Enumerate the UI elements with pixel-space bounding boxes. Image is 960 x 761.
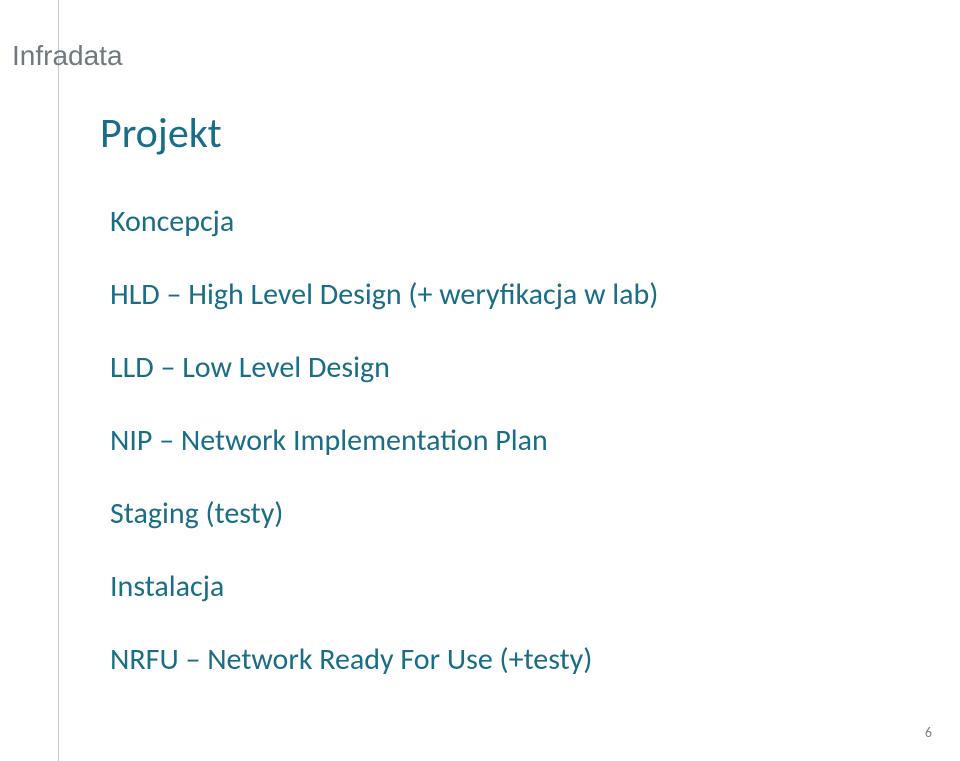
list-item: Instalacja	[110, 568, 900, 605]
slide-title: Projekt	[100, 108, 900, 159]
list-item: Koncepcja	[110, 203, 900, 240]
list-item: LLD – Low Level Design	[110, 349, 900, 386]
vertical-rule	[58, 0, 59, 761]
page-number: 6	[925, 724, 932, 741]
logo-text: Infradata	[12, 40, 123, 71]
item-list: Koncepcja HLD – High Level Design (+ wer…	[110, 203, 900, 678]
list-item: HLD – High Level Design (+ weryfikacja w…	[110, 276, 900, 313]
list-item: NRFU – Network Ready For Use (+testy)	[110, 641, 900, 678]
slide-content: Projekt Koncepcja HLD – High Level Desig…	[100, 108, 900, 714]
list-item: NIP – Network Implementation Plan	[110, 422, 900, 459]
list-item: Staging (testy)	[110, 495, 900, 532]
logo: Infradata	[12, 40, 123, 72]
